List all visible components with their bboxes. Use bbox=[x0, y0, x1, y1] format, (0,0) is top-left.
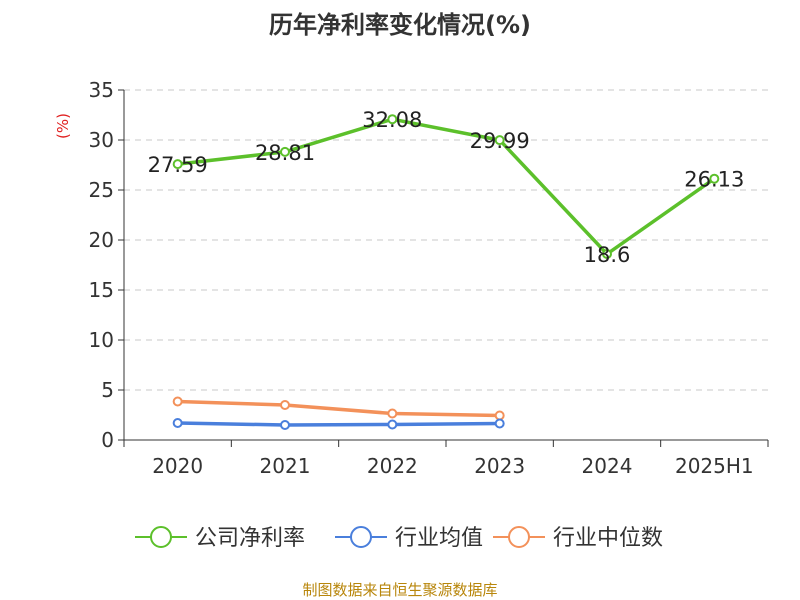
series-line bbox=[177, 117, 716, 256]
legend-label: 公司净利率 bbox=[195, 526, 305, 551]
x-tick-label: 2021 bbox=[260, 454, 311, 478]
y-tick-label: 35 bbox=[89, 78, 114, 102]
x-tick-label: 2024 bbox=[582, 454, 633, 478]
data-point bbox=[387, 114, 398, 125]
x-tick-label: 2020 bbox=[152, 454, 203, 478]
data-point bbox=[172, 418, 183, 428]
series-lines bbox=[172, 114, 720, 430]
series-line bbox=[177, 421, 500, 427]
data-point bbox=[280, 420, 290, 430]
data-point bbox=[602, 249, 612, 259]
y-tick-label: 20 bbox=[89, 228, 114, 252]
y-tick-label: 30 bbox=[89, 128, 114, 152]
axes: 0 5 10 15 20 25 30 35 2020 2021 2022 2023 2024 2025H1 bbox=[89, 78, 769, 478]
data-point bbox=[280, 400, 290, 410]
source-note: 制图数据来自恒生聚源数据库 bbox=[302, 581, 497, 599]
legend-marker bbox=[150, 526, 172, 548]
data-label: 28.81 bbox=[255, 141, 315, 165]
data-point bbox=[709, 173, 720, 184]
chart-title: 历年净利率变化情况(%) bbox=[269, 11, 531, 39]
y-tick-label: 5 bbox=[101, 378, 114, 402]
y-axis-label: (%) bbox=[54, 113, 72, 139]
data-point bbox=[387, 419, 398, 430]
legend: 公司净利率 行业均值 行业中位数 bbox=[135, 526, 663, 551]
legend-marker bbox=[508, 526, 530, 548]
y-tick-label: 0 bbox=[101, 428, 114, 452]
data-point bbox=[494, 410, 505, 421]
x-tick-label: 2022 bbox=[367, 454, 418, 478]
data-label: 18.6 bbox=[584, 243, 631, 267]
data-labels: 27.59 28.81 32.08 29.99 18.6 26.13 bbox=[148, 108, 745, 267]
data-point bbox=[387, 408, 398, 419]
data-label: 32.08 bbox=[362, 108, 422, 132]
data-label: 27.59 bbox=[148, 153, 208, 177]
series-line bbox=[177, 399, 500, 418]
x-tick-label: 2023 bbox=[474, 454, 525, 478]
legend-label: 行业中位数 bbox=[553, 526, 663, 551]
grid-lines bbox=[124, 89, 768, 391]
data-point bbox=[172, 159, 183, 170]
data-point bbox=[494, 418, 505, 429]
data-label: 26.13 bbox=[684, 168, 744, 192]
legend-label: 行业均值 bbox=[395, 526, 483, 551]
data-point bbox=[172, 396, 183, 407]
data-label: 29.99 bbox=[470, 129, 530, 153]
y-tick-label: 15 bbox=[89, 278, 114, 302]
x-tick-label: 2025H1 bbox=[675, 454, 754, 478]
data-point bbox=[280, 146, 290, 157]
data-point bbox=[494, 135, 505, 146]
legend-marker bbox=[350, 526, 372, 548]
y-tick-label: 10 bbox=[89, 328, 114, 352]
y-tick-label: 25 bbox=[89, 178, 114, 202]
